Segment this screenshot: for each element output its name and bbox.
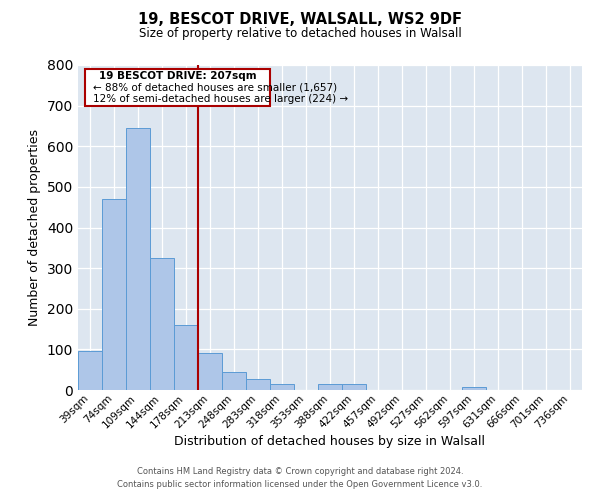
Text: 19 BESCOT DRIVE: 207sqm: 19 BESCOT DRIVE: 207sqm	[99, 70, 256, 81]
Text: 19, BESCOT DRIVE, WALSALL, WS2 9DF: 19, BESCOT DRIVE, WALSALL, WS2 9DF	[138, 12, 462, 28]
Text: Size of property relative to detached houses in Walsall: Size of property relative to detached ho…	[139, 28, 461, 40]
Text: Contains HM Land Registry data © Crown copyright and database right 2024.: Contains HM Land Registry data © Crown c…	[137, 467, 463, 476]
Bar	[318, 384, 342, 390]
Text: 12% of semi-detached houses are larger (224) →: 12% of semi-detached houses are larger (…	[93, 94, 348, 104]
Bar	[270, 384, 294, 390]
Bar	[150, 258, 174, 390]
Bar	[222, 372, 246, 390]
Bar	[246, 378, 270, 390]
Bar	[126, 128, 150, 390]
Text: ← 88% of detached houses are smaller (1,657): ← 88% of detached houses are smaller (1,…	[93, 82, 337, 92]
FancyBboxPatch shape	[85, 69, 270, 106]
Text: Contains public sector information licensed under the Open Government Licence v3: Contains public sector information licen…	[118, 480, 482, 489]
X-axis label: Distribution of detached houses by size in Walsall: Distribution of detached houses by size …	[175, 435, 485, 448]
Bar	[462, 387, 486, 390]
Bar	[198, 354, 222, 390]
Bar	[342, 384, 366, 390]
Y-axis label: Number of detached properties: Number of detached properties	[28, 129, 41, 326]
Bar	[78, 352, 102, 390]
Bar	[174, 325, 198, 390]
Bar	[102, 199, 126, 390]
